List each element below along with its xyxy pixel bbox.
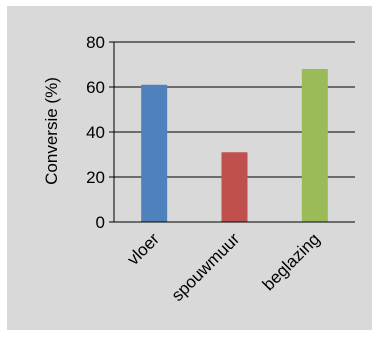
bars [141,69,328,222]
y-tick-labels: 0 20 40 60 80 [86,33,114,232]
y-tick-label: 80 [86,33,105,52]
x-tick-label: beglazing [259,229,324,294]
x-tick-label: spouwmuur [168,229,244,305]
bar-vloer [141,84,168,222]
y-tick-label: 60 [86,78,105,97]
y-tick-label: 40 [86,123,105,142]
x-tick-label: vloer [123,229,163,269]
bar-spouwmuur [221,152,248,222]
y-tick-label: 20 [86,168,105,187]
bar-beglazing [301,69,328,222]
x-tick-labels: vloer spouwmuur beglazing [123,229,323,305]
y-tick-label: 0 [96,213,105,232]
y-axis-label: Conversie (%) [42,77,61,185]
